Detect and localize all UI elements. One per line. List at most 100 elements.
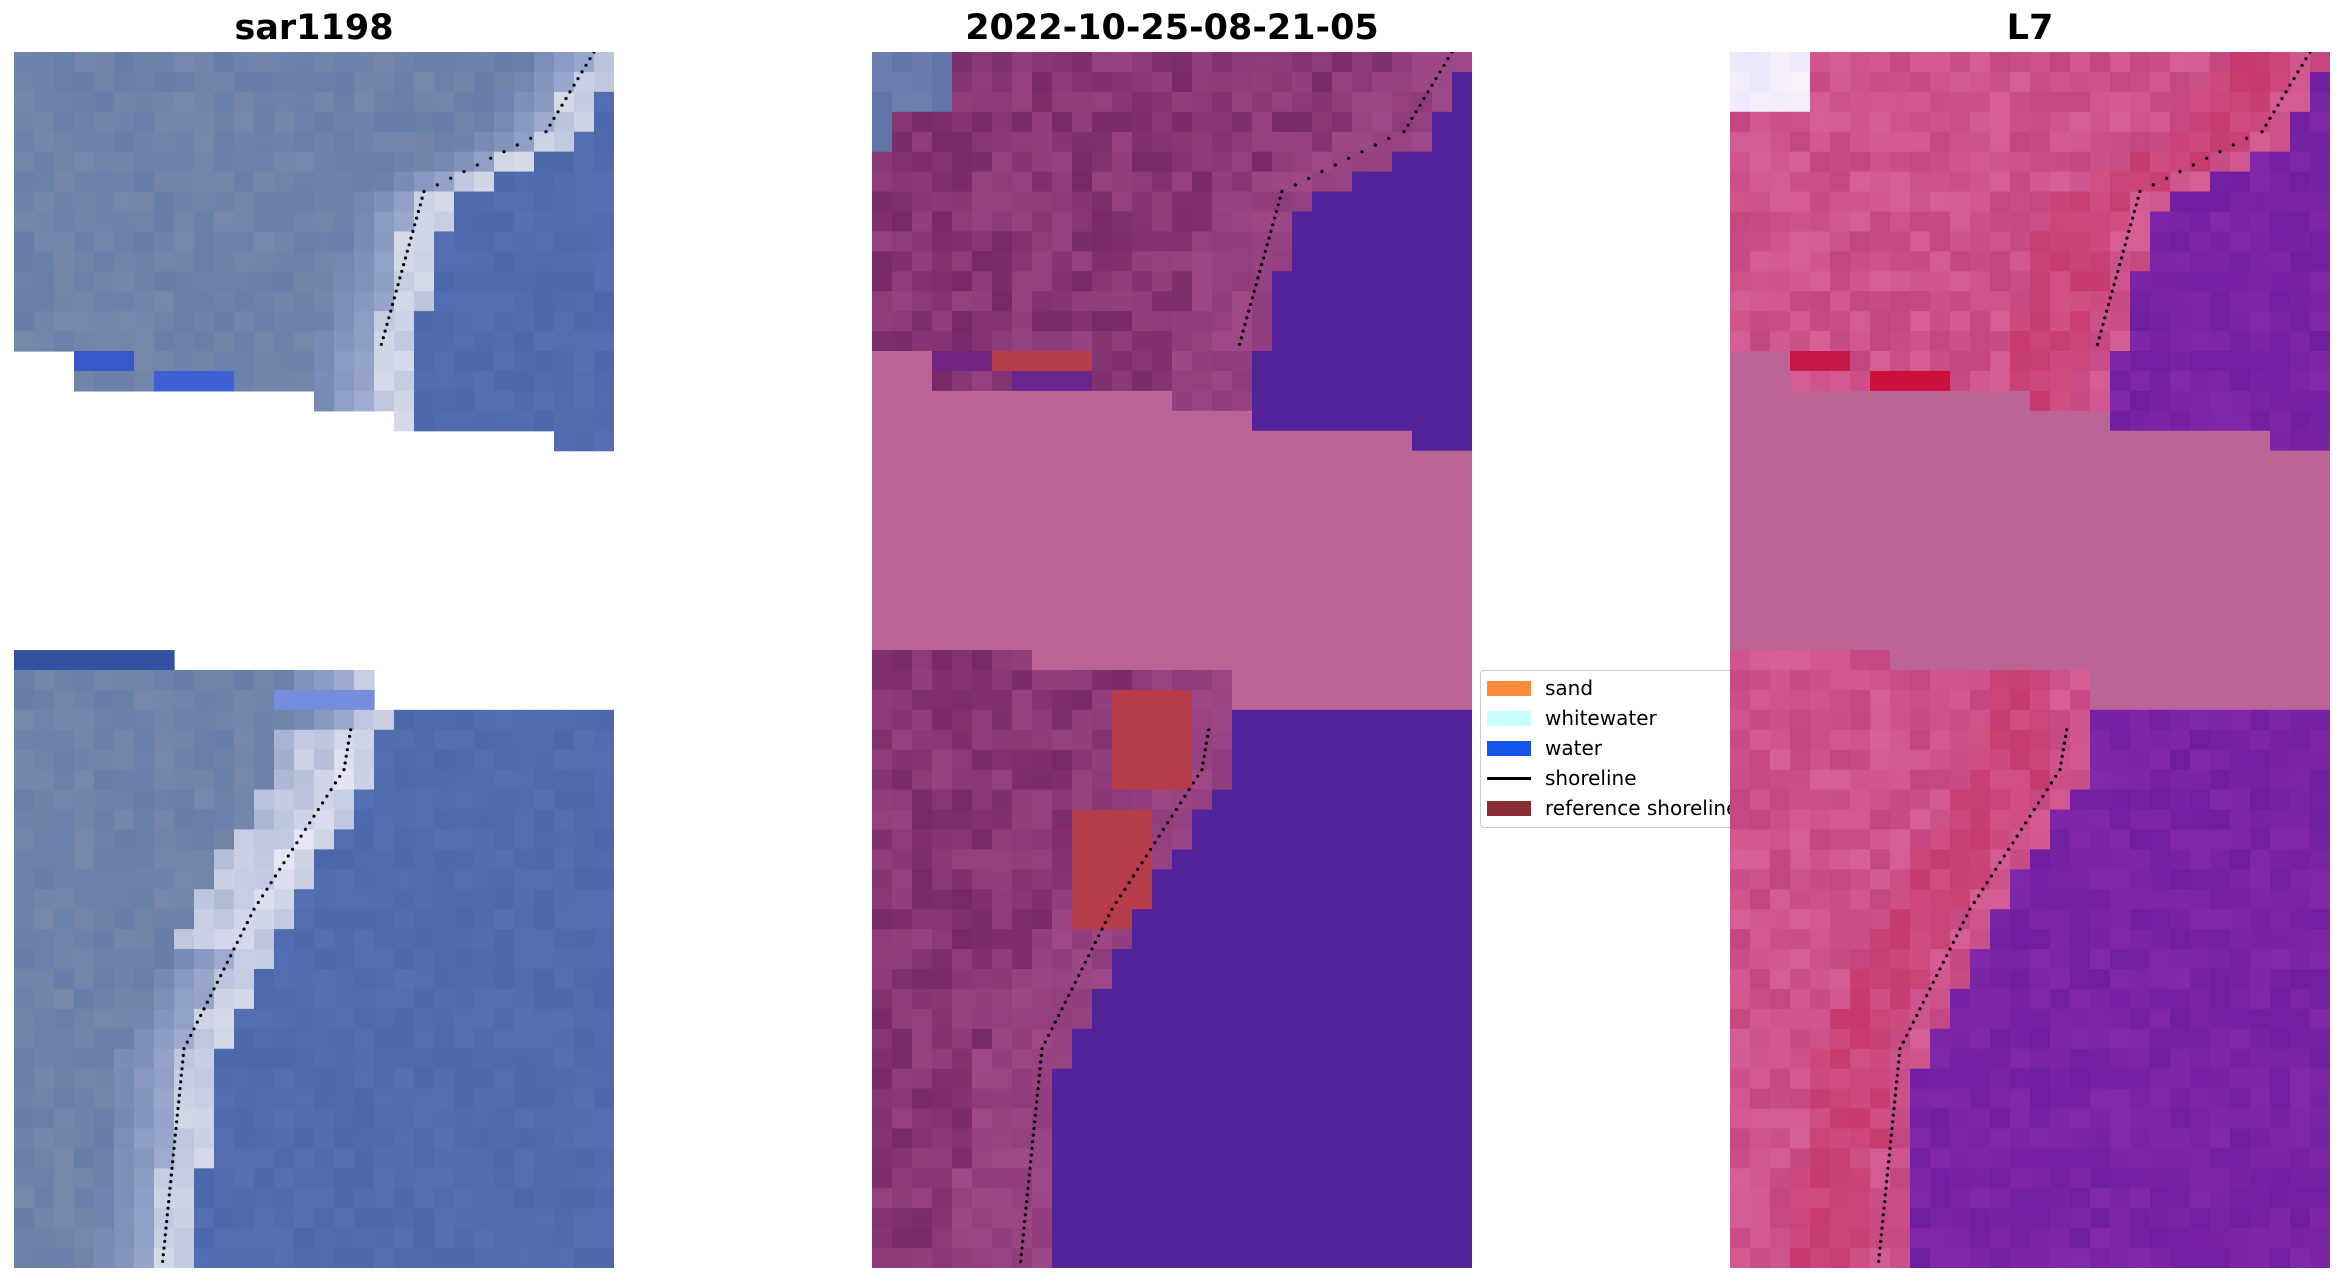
raster-pixel [972, 1068, 993, 1090]
raster-pixel [1152, 151, 1173, 173]
raster-pixel [2110, 630, 2131, 651]
raster-pixel [1950, 689, 1971, 711]
raster-pixel [1212, 1188, 1233, 1209]
raster-pixel [1412, 769, 1433, 791]
raster-pixel [1172, 231, 1193, 252]
raster-pixel [992, 1228, 1013, 1249]
raster-pixel [1990, 530, 2011, 551]
raster-pixel [474, 1008, 495, 1030]
raster-pixel [1950, 729, 1971, 751]
raster-pixel [892, 829, 913, 850]
raster-pixel [1052, 968, 1073, 990]
raster-pixel [454, 1028, 475, 1050]
raster-pixel [1970, 211, 1991, 233]
raster-pixel [1152, 1128, 1173, 1149]
raster-pixel [1052, 251, 1073, 272]
raster-pixel [1830, 450, 1851, 472]
raster-pixel [892, 590, 913, 611]
raster-pixel [274, 1008, 295, 1030]
raster-pixel [94, 251, 115, 272]
raster-pixel [972, 1208, 993, 1229]
raster-pixel [494, 171, 515, 193]
raster-pixel [1212, 450, 1233, 472]
raster-pixel [2010, 968, 2031, 990]
raster-pixel [2270, 291, 2291, 312]
raster-pixel [294, 71, 315, 93]
raster-pixel [1292, 849, 1313, 870]
raster-pixel [2070, 709, 2091, 731]
raster-pixel [2010, 430, 2031, 452]
raster-pixel [1272, 450, 1293, 472]
raster-pixel [394, 1048, 415, 1070]
raster-pixel [1392, 909, 1413, 930]
raster-pixel [1072, 669, 1093, 691]
raster-pixel [2230, 689, 2251, 711]
raster-pixel [1112, 570, 1133, 591]
raster-pixel [1372, 1248, 1393, 1268]
raster-pixel [214, 111, 235, 133]
raster-pixel [1092, 410, 1113, 432]
raster-pixel [932, 789, 953, 811]
raster-pixel [872, 1168, 893, 1189]
raster-pixel [2190, 351, 2211, 372]
raster-pixel [1412, 71, 1433, 93]
raster-pixel [1432, 1128, 1453, 1149]
raster-pixel [394, 809, 415, 831]
raster-pixel [294, 211, 315, 233]
raster-pixel [2290, 610, 2311, 631]
raster-pixel [534, 809, 555, 831]
raster-pixel [932, 410, 953, 432]
raster-pixel [1970, 709, 1991, 731]
raster-pixel [1392, 251, 1413, 272]
raster-pixel [1112, 430, 1133, 452]
raster-pixel [2170, 331, 2191, 352]
raster-pixel [154, 968, 175, 990]
raster-pixel [892, 191, 913, 213]
raster-pixel [1072, 610, 1093, 631]
raster-pixel [214, 869, 235, 890]
raster-pixel [2010, 669, 2031, 691]
raster-pixel [574, 430, 595, 452]
raster-pixel [1830, 889, 1851, 910]
raster-pixel [1352, 610, 1373, 631]
raster-pixel [2090, 669, 2111, 691]
raster-pixel [1930, 949, 1951, 970]
shoreline-point [1020, 1246, 1024, 1250]
raster-pixel [1372, 211, 1393, 233]
raster-pixel [414, 111, 435, 133]
raster-pixel [1910, 410, 1931, 432]
raster-pixel [2270, 869, 2291, 890]
raster-pixel [594, 789, 614, 811]
raster-pixel [1232, 1148, 1253, 1169]
raster-pixel [514, 1168, 535, 1189]
raster-pixel [992, 390, 1013, 412]
raster-pixel [1990, 1008, 2011, 1030]
raster-pixel [514, 1188, 535, 1209]
raster-pixel [554, 1028, 575, 1050]
raster-pixel [2270, 390, 2291, 412]
raster-pixel [1730, 1028, 1751, 1050]
raster-pixel [1192, 749, 1213, 771]
raster-pixel [1312, 191, 1333, 213]
raster-pixel [1830, 91, 1851, 113]
raster-pixel [1950, 968, 1971, 990]
raster-pixel [2170, 510, 2191, 532]
raster-pixel [454, 769, 475, 791]
raster-pixel [1252, 610, 1273, 631]
raster-pixel [1890, 968, 1911, 990]
raster-pixel [2170, 390, 2191, 412]
raster-pixel [1332, 191, 1353, 213]
raster-pixel [892, 988, 913, 1010]
raster-pixel [1412, 949, 1433, 970]
raster-pixel [194, 1248, 215, 1268]
raster-pixel [2210, 749, 2231, 771]
raster-pixel [1750, 91, 1771, 113]
raster-pixel [514, 849, 535, 870]
raster-pixel [1990, 929, 2011, 950]
shoreline-point [1426, 90, 1430, 94]
raster-pixel [912, 1028, 933, 1050]
raster-pixel [1890, 1028, 1911, 1050]
raster-pixel [34, 131, 55, 153]
raster-pixel [2070, 909, 2091, 930]
raster-pixel [1152, 769, 1173, 791]
